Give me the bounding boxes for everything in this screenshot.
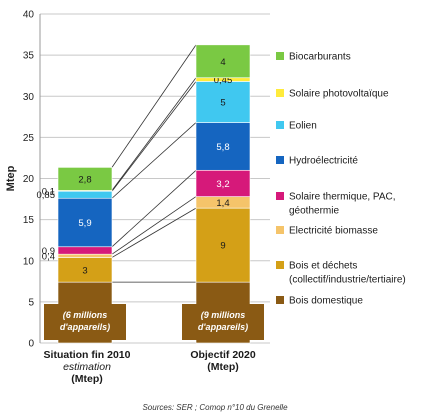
legend-swatch	[276, 192, 284, 200]
segment-value-label: 0,45	[214, 75, 233, 86]
legend-label: Biocarburants	[289, 52, 351, 63]
annotation-text: d'appareils)	[60, 322, 110, 332]
bar-segment	[195, 122, 251, 171]
annotation-box	[182, 304, 264, 340]
y-tick-label: 10	[23, 256, 35, 267]
annotation-text: (9 millions	[201, 310, 246, 320]
legend-label: Solaire thermique, PAC,	[289, 192, 396, 203]
legend-swatch	[276, 121, 284, 129]
bar-segment	[57, 197, 113, 248]
segment-value-label: 5	[220, 98, 225, 109]
bar-segment	[57, 246, 113, 255]
y-tick-label: 40	[23, 10, 35, 21]
category-label: (Mtep)	[207, 361, 239, 373]
segment-value-label: 4	[220, 57, 225, 68]
y-tick-label: 15	[23, 215, 35, 226]
segment-value-label: 2,8	[78, 174, 91, 185]
legend-swatch	[276, 156, 284, 164]
bar-segment	[195, 169, 251, 197]
bar-segment	[57, 253, 113, 258]
connector-line	[111, 207, 197, 258]
y-tick-label: 20	[23, 174, 35, 185]
category-label: Situation fin 2010	[44, 349, 131, 361]
legend-label: Bois et déchets	[289, 261, 357, 272]
y-axis-label: Mtep	[5, 165, 17, 191]
segment-value-label: 0,4	[42, 251, 55, 262]
bar-segment	[195, 44, 251, 79]
legend-label: géothermie	[289, 206, 339, 217]
legend-label: Hydroélectricité	[289, 156, 358, 167]
legend-swatch	[276, 89, 284, 97]
segment-value-label: 9	[220, 241, 225, 252]
y-tick-label: 30	[23, 92, 35, 103]
legend-swatch	[276, 226, 284, 234]
legend-swatch	[276, 296, 284, 304]
segment-value-label: 0,9	[42, 246, 55, 257]
annotation-text: (6 millions	[63, 310, 108, 320]
y-tick-label: 25	[23, 133, 35, 144]
connector-line	[111, 77, 197, 191]
connector-line	[111, 196, 197, 255]
category-label: estimation	[63, 361, 111, 373]
segment-value-label: 0,1	[42, 186, 55, 197]
category-label: Objectif 2020	[190, 349, 256, 361]
y-tick-label: 35	[23, 51, 35, 62]
legend-swatch	[276, 261, 284, 269]
y-tick-label: 0	[28, 339, 34, 350]
legend-label: (collectif/industrie/tertiaire)	[289, 275, 406, 286]
segment-value-label: 3	[82, 265, 87, 276]
legend-label: Solaire photovoltaïque	[289, 89, 389, 100]
y-tick-label: 5	[28, 297, 34, 308]
connector-line	[111, 122, 197, 199]
segment-value-label: 5,8	[216, 142, 229, 153]
annotation-text: d'appareils)	[198, 322, 248, 332]
connector-line	[111, 169, 197, 248]
segment-value-label: 0,85	[37, 190, 56, 201]
connector-line	[111, 81, 197, 192]
segment-value-label: 5,9	[78, 218, 91, 229]
bar-segment	[57, 167, 113, 191]
segment-value-label: 1,4	[216, 198, 229, 209]
legend-label: Eolien	[289, 121, 317, 132]
bar-segment	[57, 190, 113, 199]
category-label: (Mtep)	[71, 373, 103, 385]
source-note: Sources: SER ; Comop n°10 du Grenelle	[142, 403, 288, 412]
legend-swatch	[276, 52, 284, 60]
annotation-box	[44, 304, 126, 340]
bar-segment	[195, 81, 251, 123]
segment-value-label: 3,2	[216, 179, 229, 190]
connector-line	[111, 44, 197, 168]
legend-label: Electricité biomasse	[289, 226, 378, 237]
legend-label: Bois domestique	[289, 296, 363, 307]
